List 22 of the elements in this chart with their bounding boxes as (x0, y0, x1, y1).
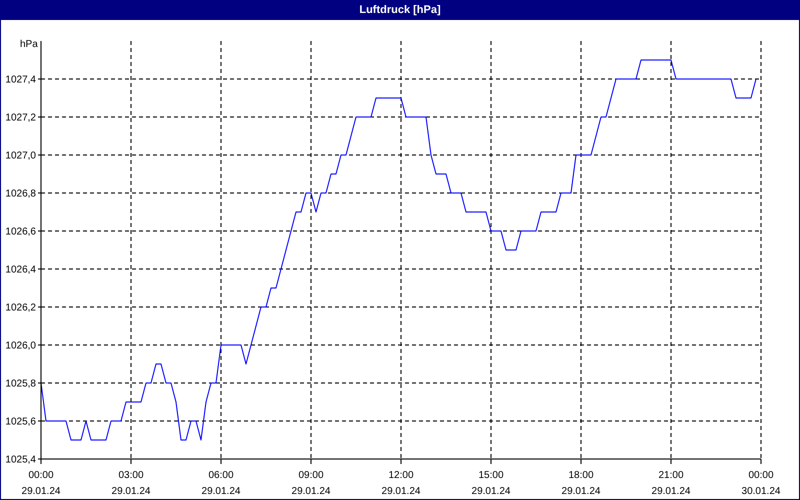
y-tick-label: 1026,2 (5, 302, 36, 314)
x-tick-label: 15:00 29.01.24 (472, 470, 511, 497)
y-tick-label: 1025,8 (5, 378, 36, 390)
x-tick-label: 12:00 29.01.24 (382, 470, 421, 497)
x-tick-label: 06:00 29.01.24 (202, 470, 241, 497)
chart-title: Luftdruck [hPa] (1, 1, 799, 20)
y-tick-label: 1027,0 (5, 150, 36, 162)
y-tick-label: 1025,4 (5, 454, 36, 466)
y-tick-label: 1027,2 (5, 112, 36, 124)
x-tick-label: 00:00 29.01.24 (22, 470, 61, 497)
y-tick-label: 1026,0 (5, 340, 36, 352)
x-tick-label: 18:00 29.01.24 (562, 470, 601, 497)
y-tick-label: 1027,4 (5, 74, 36, 86)
y-axis-title: hPa (20, 39, 38, 50)
x-tick-label: 21:00 29.01.24 (652, 470, 691, 497)
y-tick-label: 1026,4 (5, 264, 36, 276)
x-tick-label: 09:00 29.01.24 (292, 470, 331, 497)
x-tick-label: 00:00 30.01.24 (742, 470, 781, 497)
y-tick-label: 1025,6 (5, 416, 36, 428)
x-tick-label: 03:00 29.01.24 (112, 470, 151, 497)
y-tick-label: 1026,6 (5, 226, 36, 238)
y-tick-label: 1026,8 (5, 188, 36, 200)
